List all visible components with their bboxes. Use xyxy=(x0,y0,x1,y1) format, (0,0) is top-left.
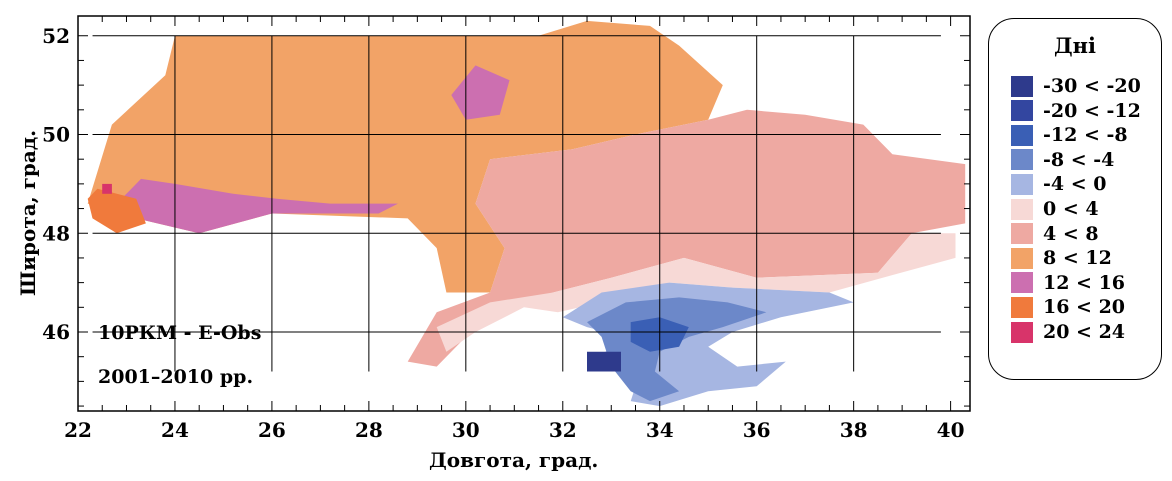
region-9 xyxy=(587,351,621,372)
x-tick-label-22: 22 xyxy=(64,418,92,442)
x-tick-label-40: 40 xyxy=(937,418,965,442)
legend-swatch xyxy=(1011,149,1033,171)
legend-label: -20 < -12 xyxy=(1043,99,1141,122)
plot-frame xyxy=(77,15,971,412)
x-tick-label-36: 36 xyxy=(743,418,771,442)
x-tick-label-30: 30 xyxy=(452,418,480,442)
legend-label: 8 < 12 xyxy=(1043,247,1112,270)
legend-swatch xyxy=(1011,223,1033,245)
legend-item: -30 < -20 xyxy=(1011,75,1141,97)
legend-label: 16 < 20 xyxy=(1043,296,1126,319)
legend: Дні -30 < -20 -20 < -12 -12 < -8 -8 < -4 -4 … xyxy=(988,18,1162,380)
x-tick-label-24: 24 xyxy=(161,418,189,442)
legend-label: -30 < -20 xyxy=(1043,75,1141,97)
legend-label: 20 < 24 xyxy=(1043,321,1126,343)
y-tick-label-48: 48 xyxy=(42,221,70,245)
legend-item: 20 < 24 xyxy=(1011,321,1125,343)
legend-label: 4 < 8 xyxy=(1043,222,1099,245)
x-tick-label-28: 28 xyxy=(355,418,383,442)
legend-swatch xyxy=(1011,75,1033,97)
legend-label: -4 < 0 xyxy=(1043,173,1107,196)
y-tick-label-46: 46 xyxy=(42,320,70,344)
legend-item: -20 < -12 xyxy=(1011,100,1141,122)
legend-title: Дні xyxy=(1053,33,1097,58)
legend-label: 0 < 4 xyxy=(1043,198,1099,220)
region-8 xyxy=(87,188,146,234)
graticule xyxy=(92,35,941,372)
legend-swatch xyxy=(1011,124,1033,146)
y-tick-label-52: 52 xyxy=(42,24,70,48)
region-1 xyxy=(407,109,966,367)
axis-ticks: 22 24 26 28 30 32 34 36 38 40 46 48 50 52 xyxy=(42,16,970,442)
y-tick-label-50: 50 xyxy=(42,123,70,147)
cell-layer xyxy=(87,20,966,407)
period-annotation: 2001–2010 рр. xyxy=(98,366,254,388)
x-tick-label-38: 38 xyxy=(840,418,868,442)
region-10 xyxy=(102,183,112,194)
region-2 xyxy=(436,233,956,352)
legend-item: 16 < 20 xyxy=(1011,296,1125,318)
legend-swatch xyxy=(1011,198,1033,220)
legend-swatch xyxy=(1011,272,1033,294)
dataset-annotation: 10РКМ - E-Obs xyxy=(98,322,262,344)
region-6 xyxy=(107,178,398,234)
legend-item: 12 < 16 xyxy=(1011,272,1125,294)
x-axis-title: Довгота, град. xyxy=(429,448,599,472)
x-tick-label-26: 26 xyxy=(258,418,286,442)
legend-label: -8 < -4 xyxy=(1043,148,1115,171)
legend-item: -12 < -8 xyxy=(1011,124,1128,146)
x-tick-label-32: 32 xyxy=(549,418,577,442)
legend-swatch xyxy=(1011,173,1033,195)
legend-swatch xyxy=(1011,247,1033,269)
legend-item: 8 < 12 xyxy=(1011,247,1112,269)
legend-item: -4 < 0 xyxy=(1011,173,1106,195)
legend-label: 12 < 16 xyxy=(1043,271,1126,294)
legend-swatch xyxy=(1011,296,1033,318)
legend-swatch xyxy=(1011,100,1033,122)
legend-item: -8 < -4 xyxy=(1011,149,1114,171)
y-axis-title: Широта, град. xyxy=(16,129,40,297)
legend-item: 4 < 8 xyxy=(1011,223,1099,245)
x-tick-label-34: 34 xyxy=(646,418,674,442)
region-0 xyxy=(87,20,723,293)
legend-item: 0 < 4 xyxy=(1011,198,1099,220)
legend-label: -12 < -8 xyxy=(1043,124,1128,147)
legend-swatch xyxy=(1011,321,1033,343)
